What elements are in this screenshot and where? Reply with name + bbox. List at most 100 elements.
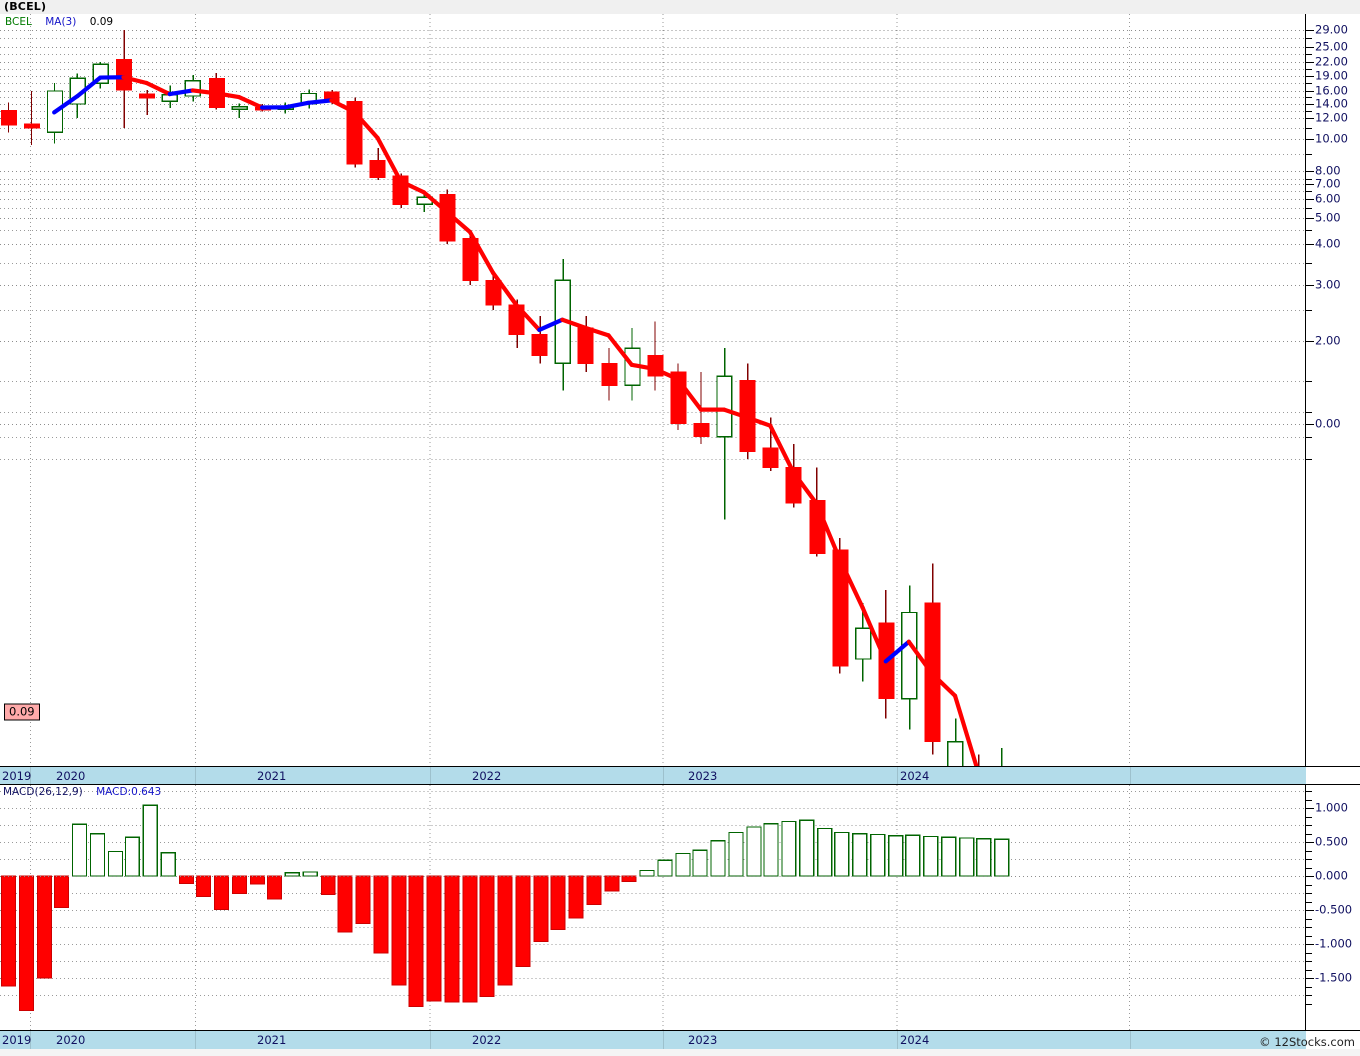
- date-label-bottom: 2023: [688, 1033, 718, 1047]
- date-label-bottom: 2021: [257, 1033, 287, 1047]
- price-axis-minor-tick: [1306, 411, 1312, 413]
- price-axis-tick: [1306, 76, 1314, 77]
- price-axis-tick: [1306, 171, 1314, 172]
- date-band-separator: [195, 767, 196, 784]
- macd-axis-minor-tick: [1306, 952, 1312, 954]
- price-chart-panel[interactable]: [0, 14, 1306, 766]
- price-axis-tick: [1306, 139, 1314, 140]
- footer-bar: [0, 1049, 1360, 1056]
- macd-legend: MACD(26,12,9) MACD:0.643: [3, 786, 161, 798]
- date-band-separator: [897, 767, 898, 784]
- macd-y-axis: 1.000 0.500 0.000 -0.500 -1.000 -1.500: [1306, 785, 1360, 1030]
- macd-axis-minor-tick: [1306, 986, 1312, 988]
- price-axis-minor-tick: [1306, 68, 1312, 70]
- date-label-top: 2019: [2, 768, 32, 783]
- price-axis-minor-tick: [1306, 97, 1312, 99]
- macd-axis-label: 1.000: [1315, 800, 1348, 815]
- date-band-separator: [430, 1031, 431, 1049]
- macd-axis-minor-tick: [1306, 995, 1312, 996]
- macd-axis-label: -0.500: [1315, 902, 1353, 917]
- date-band-separator: [195, 1031, 196, 1049]
- page-title: (BCEL): [4, 0, 47, 13]
- date-label-top: 2021: [257, 768, 287, 783]
- price-axis-minor-tick: [1306, 83, 1312, 85]
- price-axis-tick: [1306, 104, 1314, 105]
- price-axis-minor-tick: [1306, 191, 1312, 193]
- copyright-label: © 12Stocks.com: [1259, 1035, 1355, 1049]
- macd-axis-minor-tick: [1306, 825, 1312, 826]
- price-axis-minor-tick: [1306, 38, 1312, 40]
- macd-axis-label: -1.500: [1315, 970, 1353, 985]
- price-axis-tick: [1306, 184, 1314, 185]
- price-axis-tick: [1306, 244, 1314, 245]
- price-axis-label: 6.00: [1315, 191, 1341, 206]
- date-label-bottom: 2020: [56, 1033, 86, 1047]
- price-axis-tick: [1306, 30, 1314, 31]
- price-axis-tick: [1306, 118, 1314, 119]
- price-axis-minor-tick: [1306, 230, 1312, 232]
- price-axis-tick: [1306, 199, 1314, 200]
- date-band-separator: [1130, 1031, 1131, 1049]
- price-axis-label: 12.00: [1315, 110, 1348, 125]
- legend-value: 0.09: [89, 16, 114, 28]
- date-band-separator: [663, 1031, 664, 1049]
- price-axis-label: 14.00: [1315, 96, 1348, 111]
- date-band-separator: [1130, 767, 1131, 784]
- macd-axis-minor-tick: [1306, 935, 1312, 937]
- macd-chart-panel[interactable]: [0, 785, 1306, 1030]
- price-axis-minor-tick: [1306, 310, 1312, 312]
- price-axis-minor-tick: [1306, 54, 1312, 56]
- price-axis-minor-tick: [1306, 459, 1312, 461]
- macd-axis-tick: [1306, 808, 1314, 809]
- date-label-top: 2020: [56, 768, 86, 783]
- price-axis-label: 22.00: [1315, 54, 1348, 69]
- macd-axis-minor-tick: [1306, 961, 1312, 962]
- date-label-top: 2022: [472, 768, 502, 783]
- price-axis-label: 25.00: [1315, 39, 1348, 54]
- price-legend: BCEL MA(3) 0.09: [5, 16, 113, 28]
- price-y-axis: 29.00 25.00 22.00 19.00 16.00 14.00 12.00 10.00…: [1306, 14, 1360, 766]
- date-axis-top-spacer: [1306, 766, 1360, 785]
- date-label-top: 2023: [688, 768, 718, 783]
- macd-axis-minor-tick: [1306, 867, 1312, 869]
- price-axis-minor-tick: [1306, 110, 1312, 112]
- price-axis-minor-tick: [1306, 208, 1312, 210]
- price-axis-label: 10.00: [1315, 131, 1348, 146]
- macd-axis-minor-tick: [1306, 816, 1312, 818]
- price-axis-minor-tick: [1306, 178, 1312, 180]
- price-axis-label: 16.00: [1315, 83, 1348, 98]
- date-label-top: 2024: [900, 768, 930, 783]
- macd-axis-minor-tick: [1306, 859, 1312, 860]
- price-axis-minor-tick: [1306, 436, 1312, 438]
- legend-symbol: BCEL: [5, 16, 32, 28]
- macd-axis-minor-tick: [1306, 884, 1312, 886]
- date-axis-bottom-spacer: [1306, 1030, 1360, 1049]
- date-band-separator: [897, 1031, 898, 1049]
- macd-axis-minor-tick: [1306, 969, 1312, 971]
- price-axis-tick: [1306, 91, 1314, 92]
- macd-axis-minor-tick: [1306, 791, 1312, 792]
- macd-axis-minor-tick: [1306, 927, 1312, 928]
- price-axis-minor-tick: [1306, 154, 1312, 156]
- macd-axis-tick: [1306, 944, 1314, 945]
- price-axis-label: 5.00: [1315, 210, 1341, 225]
- price-candlestick-plot[interactable]: [0, 14, 1305, 766]
- date-axis-bottom: 2019 2020 2021 2022 2023 2024: [0, 1030, 1306, 1049]
- price-axis-label: 7.00: [1315, 176, 1341, 191]
- price-axis-label: 3.00: [1315, 277, 1341, 292]
- macd-histogram-plot[interactable]: [0, 785, 1305, 1030]
- date-label-bottom: 2019: [2, 1033, 32, 1047]
- window-titlebar: (BCEL): [0, 0, 1360, 15]
- macd-axis-minor-tick: [1306, 901, 1312, 903]
- macd-axis-label: -1.000: [1315, 936, 1353, 951]
- legend-indicator: MA(3): [45, 16, 77, 28]
- macd-axis-minor-tick: [1306, 893, 1312, 894]
- price-axis-label: 29.00: [1315, 22, 1348, 37]
- price-axis-minor-tick: [1306, 380, 1312, 382]
- price-axis-tick: [1306, 218, 1314, 219]
- macd-legend-name: MACD(26,12,9): [3, 786, 83, 798]
- date-axis-top: 2019 2020 2021 2022 2023 2024: [0, 766, 1306, 785]
- price-axis-label: 4.00: [1315, 236, 1341, 251]
- macd-axis-minor-tick: [1306, 1003, 1312, 1005]
